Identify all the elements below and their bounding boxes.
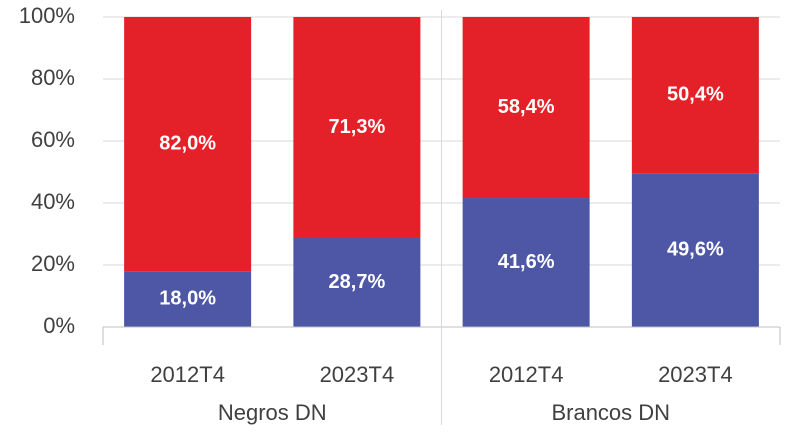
value-label: 50,4% <box>667 83 724 105</box>
bar-segment <box>631 173 759 327</box>
y-tick-label: 60% <box>31 127 75 152</box>
x-tick-label: 2023T4 <box>320 362 395 387</box>
value-label: 49,6% <box>667 238 724 260</box>
bar-segment <box>462 17 590 199</box>
y-tick-label: 0% <box>43 313 75 338</box>
bar-segment <box>293 238 421 327</box>
bar-segment <box>462 198 590 327</box>
bar-segment <box>631 17 759 174</box>
group-label: Negros DN <box>218 400 327 425</box>
value-label: 28,7% <box>329 271 386 293</box>
x-tick-label: 2012T4 <box>150 362 225 387</box>
y-tick-label: 20% <box>31 251 75 276</box>
y-tick-label: 80% <box>31 65 75 90</box>
bar-segment <box>124 17 252 272</box>
y-tick-label: 100% <box>19 3 75 28</box>
value-label: 18,0% <box>159 287 216 309</box>
value-label: 41,6% <box>498 251 555 273</box>
value-label: 71,3% <box>329 116 386 138</box>
x-tick-label: 2023T4 <box>658 362 733 387</box>
x-tick-label: 2012T4 <box>489 362 564 387</box>
bar-segment <box>124 271 252 327</box>
value-label: 58,4% <box>498 96 555 118</box>
group-label: Brancos DN <box>551 400 670 425</box>
value-label: 82,0% <box>159 132 216 154</box>
y-tick-label: 40% <box>31 189 75 214</box>
bar-segment <box>293 17 421 239</box>
